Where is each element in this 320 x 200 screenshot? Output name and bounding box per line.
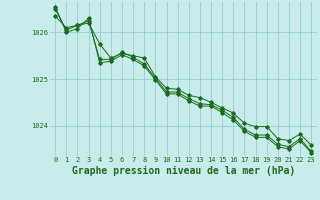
X-axis label: Graphe pression niveau de la mer (hPa): Graphe pression niveau de la mer (hPa) (72, 166, 295, 176)
